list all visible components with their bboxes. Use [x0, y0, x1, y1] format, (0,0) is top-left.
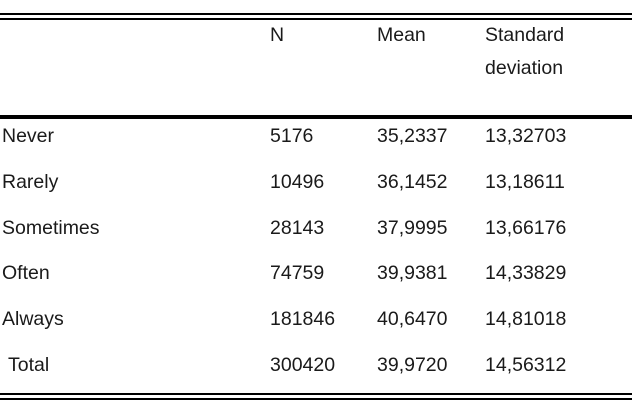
row-mean: 35,2337 [377, 125, 448, 147]
table-top-rule [0, 13, 632, 15]
row-label: Sometimes [2, 217, 100, 239]
row-sd: 13,66176 [485, 217, 567, 239]
row-n: 28143 [270, 217, 325, 239]
table-bottom-rule-inner [0, 393, 632, 395]
table-bottom-rule [0, 398, 632, 400]
row-mean: 37,9995 [377, 217, 448, 239]
table-top-rule-inner [0, 18, 632, 20]
row-mean: 39,9381 [377, 262, 448, 284]
row-n: 10496 [270, 171, 325, 193]
row-n: 181846 [270, 308, 336, 330]
row-label: Always [2, 308, 64, 330]
row-label-total: Total [8, 354, 50, 376]
header-bottom-rule [0, 115, 632, 119]
header-n: N [270, 24, 285, 46]
header-mean: Mean [377, 24, 426, 46]
row-sd: 13,32703 [485, 125, 567, 147]
row-sd: 14,33829 [485, 262, 567, 284]
header-standard-deviation: Standard deviation [485, 24, 565, 79]
row-n: 74759 [270, 262, 325, 284]
row-label: Often [2, 262, 50, 284]
row-n: 5176 [270, 125, 314, 147]
row-n: 300420 [270, 354, 336, 376]
row-label: Rarely [2, 171, 59, 193]
row-sd: 13,18611 [485, 171, 565, 193]
row-mean: 39,9720 [377, 354, 448, 376]
row-sd: 14,81018 [485, 308, 567, 330]
row-label: Never [2, 125, 55, 147]
row-mean: 40,6470 [377, 308, 448, 330]
row-mean: 36,1452 [377, 171, 448, 193]
row-sd: 14,56312 [485, 354, 567, 376]
